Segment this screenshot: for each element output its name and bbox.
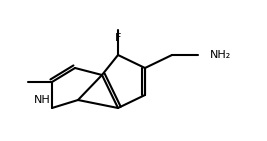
- Text: NH: NH: [34, 95, 50, 105]
- Text: NH₂: NH₂: [210, 50, 231, 60]
- Text: F: F: [115, 33, 121, 43]
